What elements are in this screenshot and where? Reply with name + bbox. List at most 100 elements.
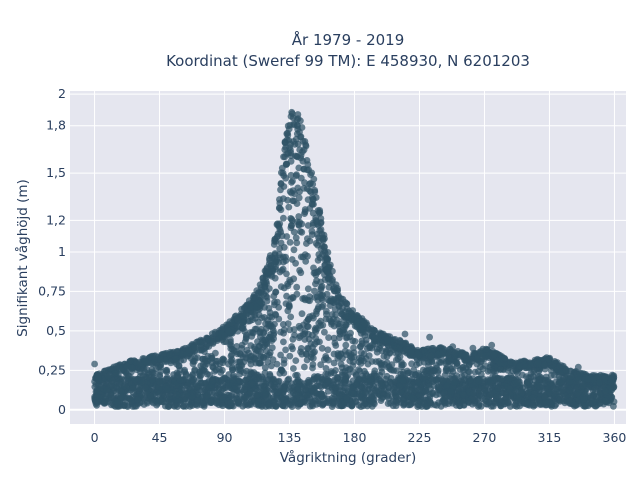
y-axis-title: Signifikant våghöjd (m) xyxy=(14,179,31,337)
data-point xyxy=(156,396,164,404)
data-point xyxy=(243,346,251,354)
data-point xyxy=(249,309,256,316)
y-tick-labels: 0 0,25 0,5 0,75 1 1,2 1,5 1,8 2 xyxy=(38,86,66,417)
data-point xyxy=(342,341,350,349)
data-point xyxy=(312,334,320,342)
data-point xyxy=(213,399,221,406)
data-point xyxy=(136,384,144,392)
data-point xyxy=(261,342,269,349)
data-point xyxy=(378,395,386,402)
data-point xyxy=(393,367,400,375)
data-point xyxy=(131,376,139,383)
data-point xyxy=(306,380,313,387)
data-point xyxy=(574,363,582,371)
data-point xyxy=(301,296,309,304)
data-point xyxy=(494,384,502,392)
data-point xyxy=(556,395,564,403)
data-point xyxy=(293,130,301,138)
data-point xyxy=(461,352,468,359)
data-point xyxy=(283,150,291,158)
data-point xyxy=(341,299,349,306)
data-point xyxy=(237,367,245,375)
x-tick-label: 180 xyxy=(343,430,367,445)
data-point xyxy=(290,365,297,372)
data-point xyxy=(334,320,342,328)
data-point xyxy=(227,392,235,400)
data-point xyxy=(396,382,404,390)
data-point xyxy=(368,393,376,401)
data-point xyxy=(475,377,483,385)
data-point xyxy=(362,340,370,348)
data-point xyxy=(384,336,391,344)
data-point xyxy=(441,372,449,379)
data-point xyxy=(363,402,371,410)
data-point xyxy=(268,344,276,352)
data-point xyxy=(378,364,385,372)
data-point xyxy=(301,179,308,187)
data-point xyxy=(415,359,423,367)
data-point xyxy=(421,348,428,356)
data-point xyxy=(283,136,291,144)
data-point xyxy=(482,345,490,353)
data-point xyxy=(506,374,513,382)
data-point xyxy=(451,349,459,357)
data-point xyxy=(267,331,274,338)
data-point xyxy=(289,335,297,343)
data-point xyxy=(148,398,156,405)
data-point xyxy=(427,352,435,360)
data-point xyxy=(322,365,330,372)
data-point xyxy=(447,388,455,395)
data-point xyxy=(202,357,209,365)
data-point xyxy=(239,311,247,319)
data-point xyxy=(261,284,269,291)
data-point xyxy=(149,376,156,384)
data-point xyxy=(256,373,263,381)
data-point xyxy=(387,378,394,386)
data-point xyxy=(297,345,305,352)
data-point xyxy=(306,394,314,402)
data-point xyxy=(329,276,336,283)
data-point xyxy=(284,129,291,137)
data-point xyxy=(456,366,464,373)
data-point xyxy=(408,376,415,384)
data-point xyxy=(292,234,300,242)
data-point xyxy=(272,288,280,296)
data-point xyxy=(193,397,201,404)
data-point xyxy=(449,399,456,407)
data-point xyxy=(219,355,227,363)
data-point xyxy=(282,346,289,354)
data-point xyxy=(414,379,422,386)
data-point xyxy=(228,319,236,327)
chart-title-line2: Koordinat (Sweref 99 TM): E 458930, N 62… xyxy=(166,52,530,70)
data-point xyxy=(286,326,294,334)
data-point xyxy=(140,401,148,408)
data-point xyxy=(155,378,163,386)
data-point xyxy=(492,393,500,401)
data-point xyxy=(349,362,357,370)
data-point xyxy=(546,389,553,396)
data-point xyxy=(307,188,315,196)
data-point xyxy=(574,389,582,397)
data-point xyxy=(263,297,271,305)
data-point xyxy=(380,330,387,338)
data-point xyxy=(317,286,325,293)
data-point xyxy=(304,252,311,260)
data-point xyxy=(426,333,433,341)
data-point xyxy=(271,257,279,265)
data-point xyxy=(260,354,268,361)
data-point xyxy=(250,369,258,376)
data-point xyxy=(94,373,102,381)
data-point xyxy=(261,364,269,372)
data-point xyxy=(161,356,169,363)
data-point xyxy=(117,387,125,395)
data-point xyxy=(291,140,299,148)
data-point xyxy=(436,358,443,366)
data-point xyxy=(362,329,369,336)
data-point xyxy=(113,362,120,370)
data-point xyxy=(323,307,330,315)
data-point xyxy=(253,392,261,399)
data-point xyxy=(92,397,100,405)
data-point xyxy=(107,391,115,399)
data-point xyxy=(478,371,485,378)
data-point xyxy=(433,402,441,409)
